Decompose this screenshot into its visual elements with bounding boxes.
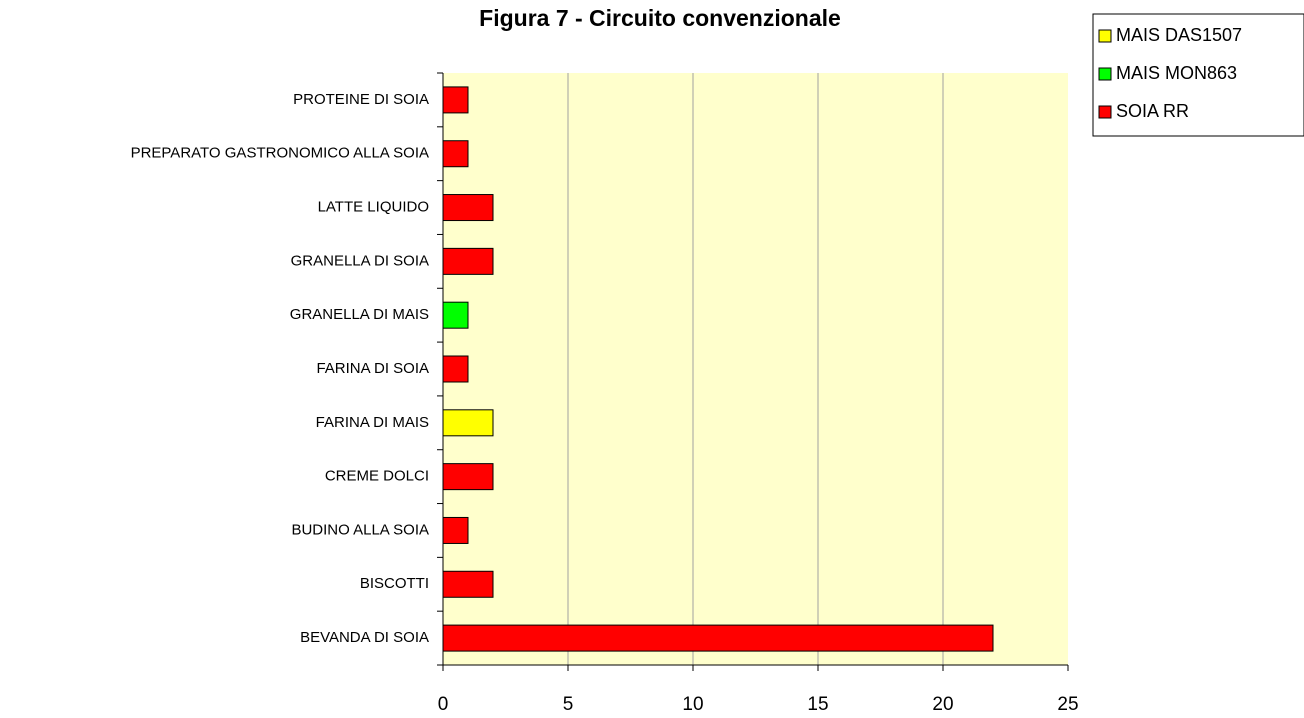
legend-swatch xyxy=(1098,105,1112,119)
y-tick-label: FARINA DI MAIS xyxy=(316,414,429,431)
plot-area xyxy=(443,73,1068,665)
legend-swatch xyxy=(1098,67,1112,81)
bar xyxy=(442,194,494,222)
y-tick-label: BEVANDA DI SOIA xyxy=(300,629,429,646)
x-tick-label: 15 xyxy=(807,694,828,715)
bar xyxy=(442,409,494,437)
y-tick-label: CREME DOLCI xyxy=(325,468,429,485)
x-tick-label: 25 xyxy=(1057,694,1078,715)
legend xyxy=(1092,13,1304,137)
x-tick-label: 20 xyxy=(932,694,953,715)
y-tick-label: PROTEINE DI SOIA xyxy=(293,91,429,108)
legend-label: MAIS DAS1507 xyxy=(1116,25,1242,45)
y-tick-label: BISCOTTI xyxy=(360,575,429,592)
bar xyxy=(442,247,494,275)
bar xyxy=(442,140,469,168)
x-tick-label: 10 xyxy=(682,694,703,715)
legend-label: SOIA RR xyxy=(1116,101,1189,121)
x-tick-label: 0 xyxy=(438,694,449,715)
bar xyxy=(442,624,994,652)
bar xyxy=(442,301,469,329)
bar xyxy=(442,516,469,544)
bar xyxy=(442,570,494,598)
legend-swatch xyxy=(1098,29,1112,43)
legend-label: MAIS MON863 xyxy=(1116,63,1237,83)
x-tick-label: 5 xyxy=(563,694,574,715)
y-tick-label: FARINA DI SOIA xyxy=(316,360,429,377)
y-tick-label: GRANELLA DI MAIS xyxy=(290,306,429,323)
y-tick-label: LATTE LIQUIDO xyxy=(318,199,429,216)
bar xyxy=(442,86,469,114)
chart-title: Figura 7 - Circuito convenzionale xyxy=(479,5,841,31)
bar xyxy=(442,355,469,383)
y-tick-label: PREPARATO GASTRONOMICO ALLA SOIA xyxy=(131,145,429,162)
y-tick-label: BUDINO ALLA SOIA xyxy=(291,521,429,538)
y-tick-label: GRANELLA DI SOIA xyxy=(291,252,429,269)
bar xyxy=(442,463,494,491)
